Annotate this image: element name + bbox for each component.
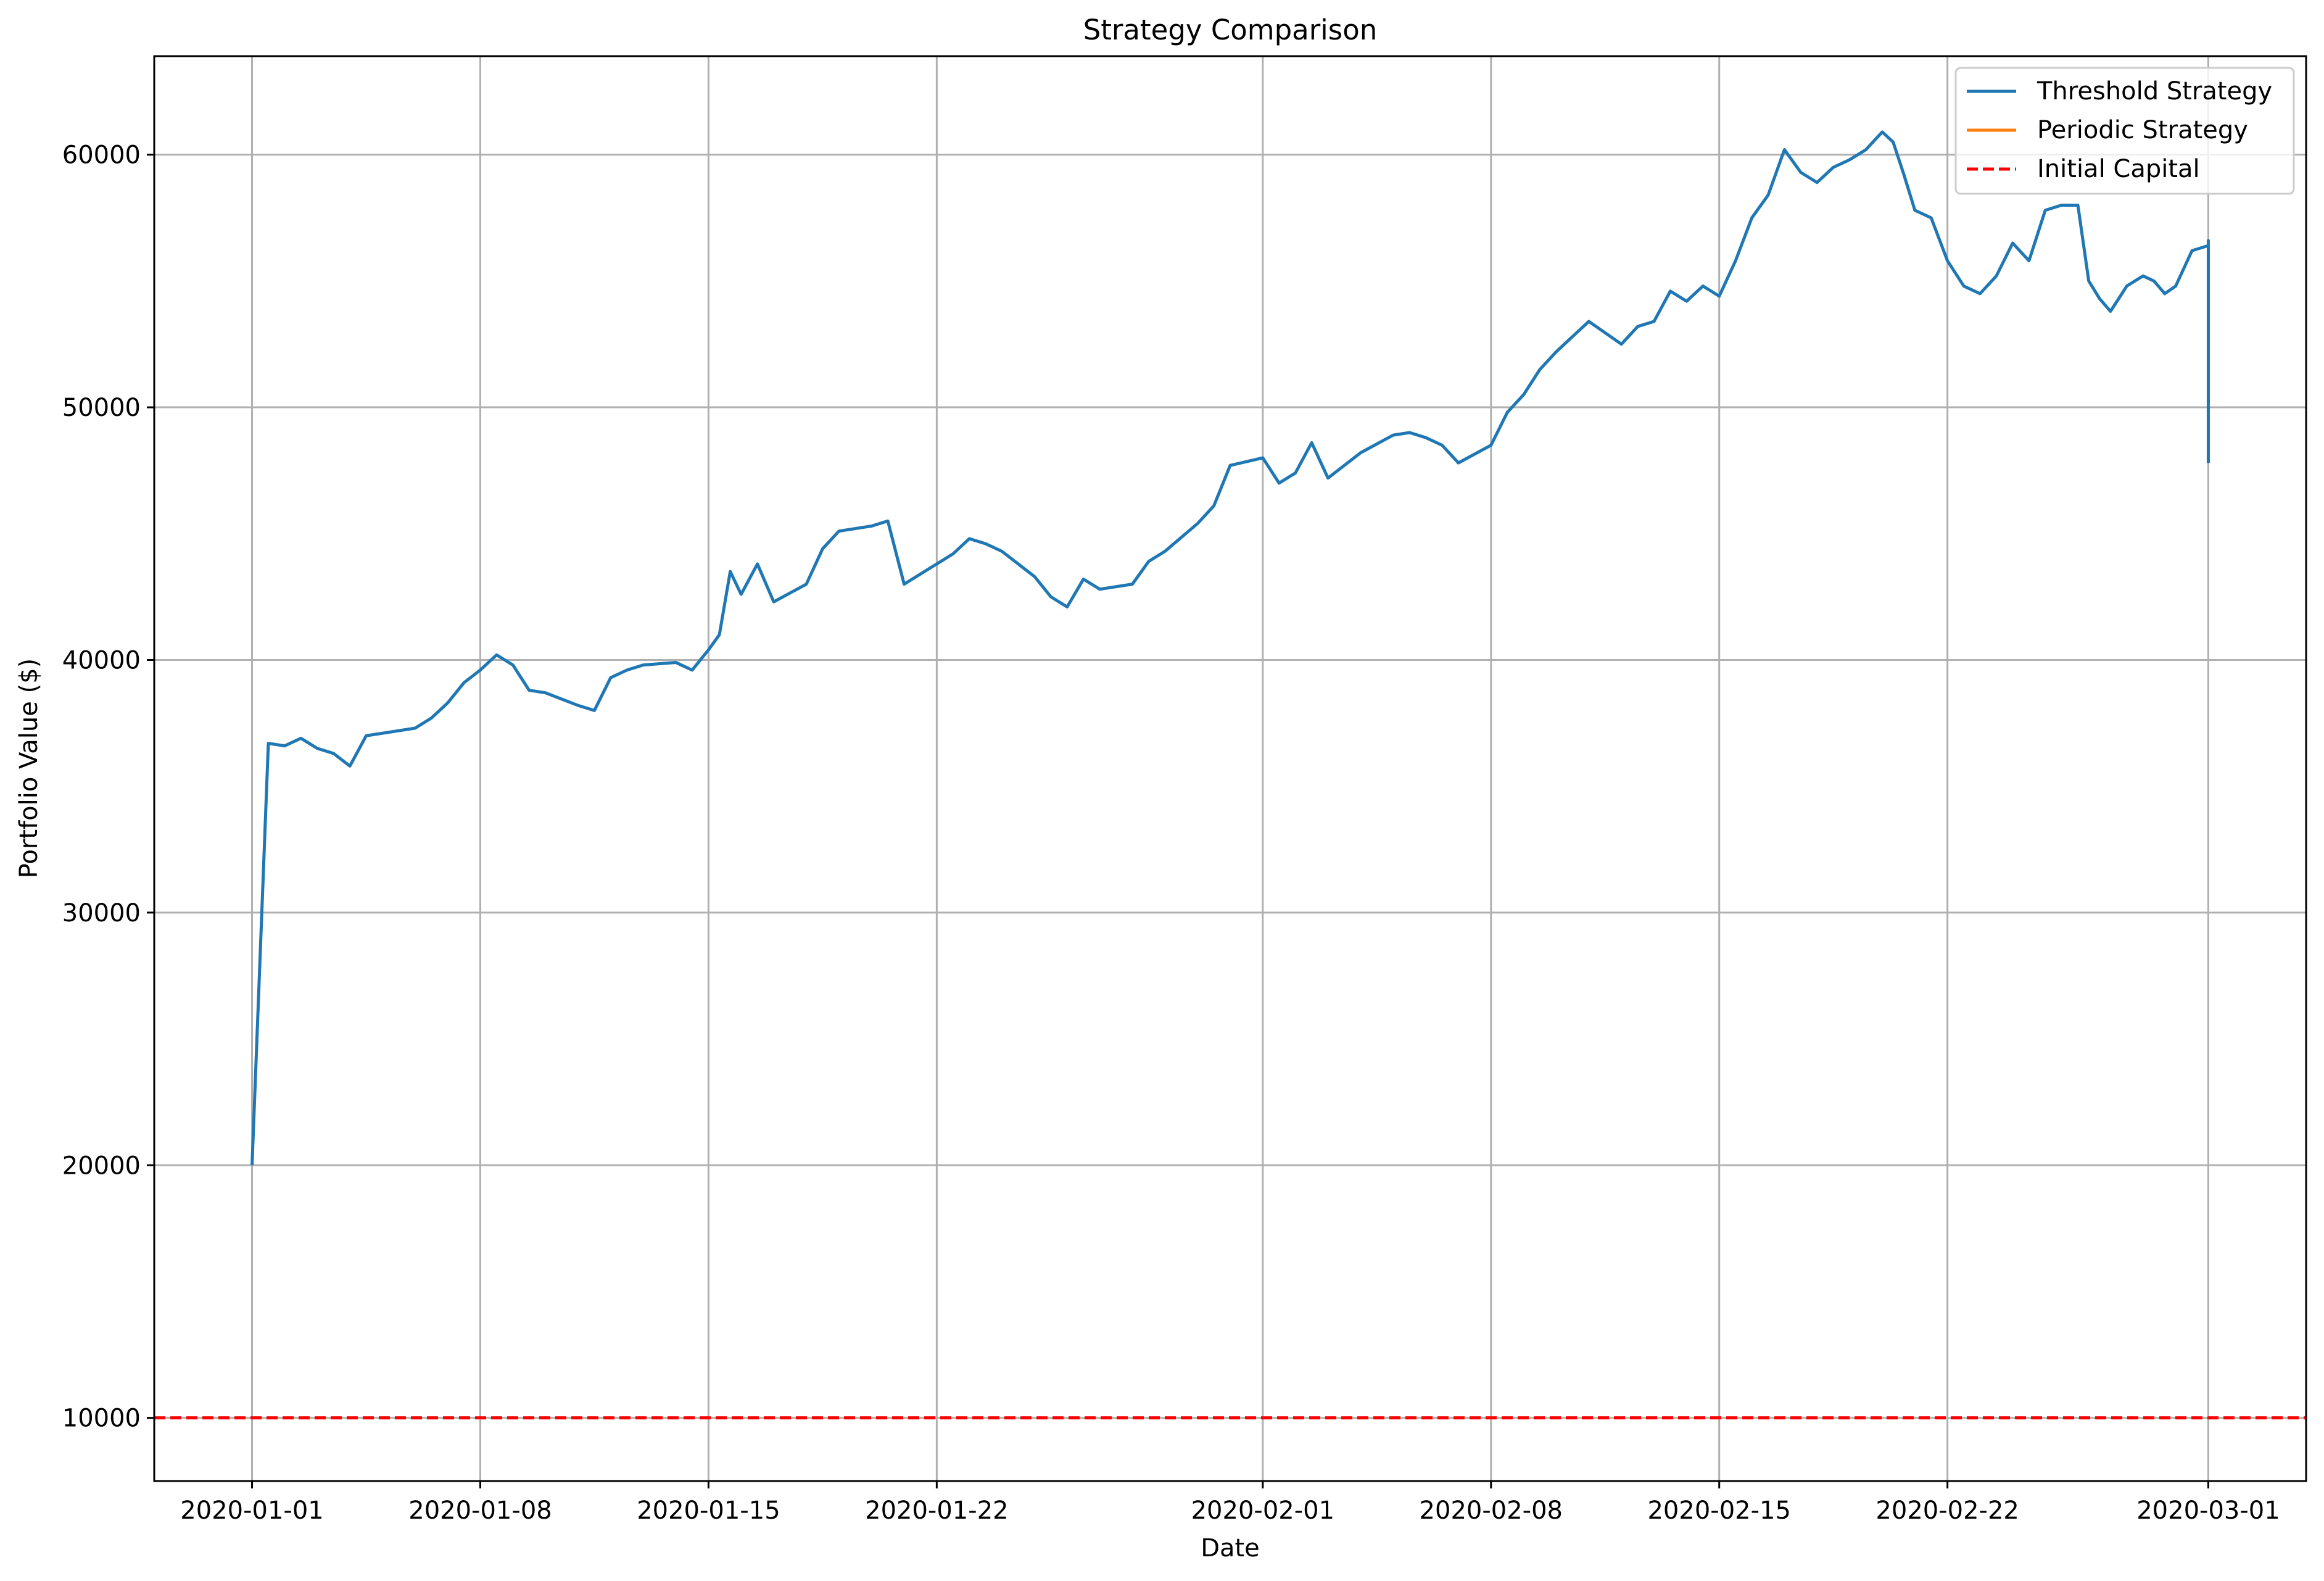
y-tick-label: 40000 [62,646,141,674]
y-axis-label: Portfolio Value ($) [15,658,43,878]
x-axis: 2020-01-01 2020-01-08 2020-01-15 2020-01-22… [180,1481,2280,1525]
x-tick-label: 2020-02-15 [1647,1496,1790,1525]
x-tick-label: 2020-01-22 [865,1496,1008,1525]
legend-item-initial-capital: Initial Capital [1967,155,2200,183]
legend: Threshold Strategy Periodic Strategy Ini… [1954,67,2295,195]
series-layer [154,130,2306,1420]
y-tick-label: 10000 [62,1405,141,1433]
grid-lines [154,56,2306,1481]
y-tick-label: 30000 [62,899,141,927]
legend-box [1954,67,2295,195]
y-tick-label: 60000 [62,141,141,170]
y-axis: 10000 20000 30000 40000 50000 60000 [62,141,154,1433]
x-tick-label: 2020-02-22 [1875,1496,2019,1525]
chart-title: Strategy Comparison [1083,14,1378,46]
plot-area-frame [153,55,2307,1482]
x-tick-label: 2020-01-15 [637,1496,780,1525]
x-tick-label: 2020-01-08 [408,1496,552,1525]
legend-item-periodic: Periodic Strategy [1967,116,2248,144]
x-tick-label: 2020-02-08 [1420,1496,1563,1525]
x-tick-label: 2020-02-01 [1191,1496,1334,1525]
legend-item-threshold: Threshold Strategy [1967,77,2272,106]
legend-label-threshold: Threshold Strategy [2037,77,2272,106]
legend-label-periodic: Periodic Strategy [2037,116,2248,144]
series-line-threshold [250,130,2210,1166]
x-tick-label: 2020-03-01 [2136,1496,2280,1525]
y-tick-label: 20000 [62,1152,141,1180]
y-tick-label: 50000 [62,394,141,422]
legend-label-initial-capital: Initial Capital [2037,155,2200,183]
x-tick-label: 2020-01-01 [180,1496,323,1525]
x-axis-label: Date [1201,1534,1260,1562]
